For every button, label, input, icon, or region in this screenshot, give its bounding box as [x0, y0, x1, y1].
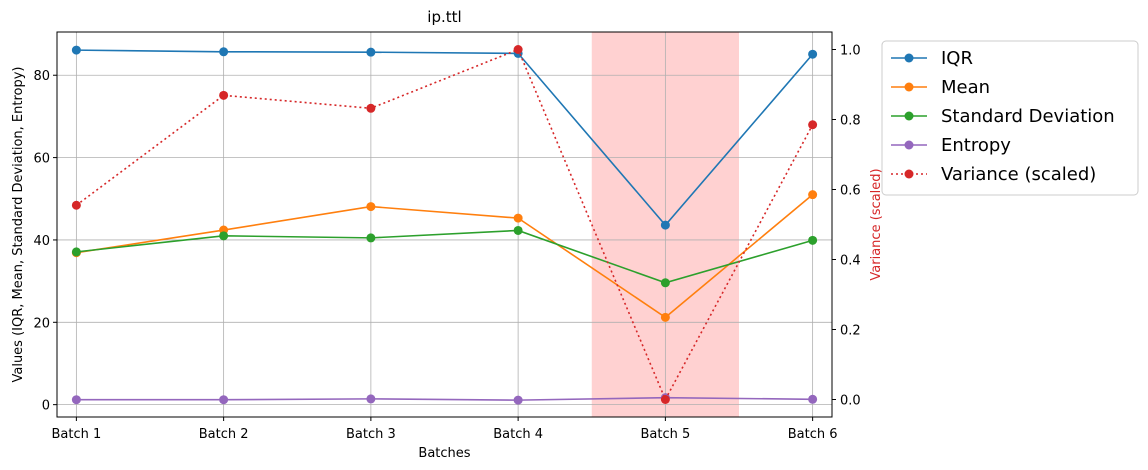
x-axis-label: Batches [418, 446, 470, 461]
data-point-mean [808, 190, 818, 200]
x-tick-label: Batch 3 [346, 427, 396, 442]
x-tick-label: Batch 2 [199, 427, 249, 442]
data-point-standard-deviation [808, 235, 818, 245]
chart-title: ip.ttl [427, 8, 461, 26]
data-point-entropy [808, 394, 818, 404]
legend-marker-iqr [904, 53, 914, 63]
legend-label-iqr: IQR [941, 48, 973, 69]
data-point-entropy [513, 395, 523, 405]
y-tick-label-left: 40 [33, 234, 50, 249]
y-tick-label-left: 80 [33, 69, 50, 84]
legend: IQR Mean Standard Deviation Entropy Variance… [881, 40, 1139, 196]
data-point-iqr [71, 45, 81, 55]
legend-marker-mean [904, 82, 914, 92]
legend-marker-standard-deviation [904, 111, 914, 121]
data-point-standard-deviation [366, 233, 376, 243]
series-line-iqr [76, 49, 814, 227]
y-axis-label-left: Values (IQR, Mean, Standard Deviation, E… [11, 66, 26, 382]
series-line-entropy [76, 396, 813, 401]
data-point-entropy [71, 395, 81, 405]
y-tick-label-left: 20 [33, 316, 50, 331]
y-tick-label-left: 0 [42, 399, 50, 414]
y-tick-label-right: 0.6 [840, 184, 861, 199]
legend-label-variance-scaled: Variance (scaled) [941, 164, 1096, 185]
data-point-iqr [366, 47, 376, 57]
data-point-standard-deviation [219, 231, 229, 241]
data-point-standard-deviation [71, 247, 81, 257]
data-point-entropy [219, 395, 229, 405]
x-tick-label: Batch 1 [51, 427, 101, 442]
plot-frame [56, 31, 833, 418]
data-point-iqr [808, 49, 818, 59]
legend-box [881, 40, 1139, 196]
y-tick-label-right: 0.0 [840, 394, 861, 409]
x-tick-label: Batch 6 [788, 427, 838, 442]
y-tick-label-right: 0.8 [840, 114, 861, 129]
legend-marker-entropy [904, 140, 914, 150]
y-axis-label-right: Variance (scaled) [869, 168, 884, 280]
x-tick-label: Batch 5 [640, 427, 690, 442]
y-tick-label-right: 1.0 [840, 44, 861, 59]
series-line-standard-deviation [76, 229, 813, 284]
y-tick-label-right: 0.2 [840, 324, 861, 339]
data-point-variance-scaled [513, 45, 523, 54]
x-tick-label: Batch 4 [493, 427, 543, 442]
data-point-standard-deviation [660, 278, 670, 288]
data-point-variance-scaled [71, 200, 81, 210]
legend-label-standard-deviation: Standard Deviation [941, 106, 1115, 127]
legend-label-mean: Mean [941, 77, 990, 98]
legend-marker-variance-scaled [904, 169, 914, 179]
data-point-iqr [660, 220, 670, 230]
data-point-variance-scaled [366, 103, 376, 113]
axes: Batch 1 Batch 2 Batch 3 Batch 4 Batch 5 Batch… [33, 44, 860, 443]
data-point-entropy [366, 394, 376, 404]
data-point-iqr [219, 47, 229, 57]
series-layer [71, 45, 818, 405]
data-point-variance-scaled [219, 90, 229, 100]
data-point-mean [513, 213, 523, 223]
data-point-standard-deviation [513, 225, 523, 235]
y-tick-label-left: 60 [33, 152, 50, 167]
data-point-variance-scaled [660, 395, 670, 404]
series-line-variance-scaled [75, 48, 814, 402]
data-point-mean [366, 202, 376, 212]
data-point-variance-scaled [808, 120, 818, 130]
y-tick-label-right: 0.4 [840, 254, 861, 269]
data-point-mean [660, 312, 670, 322]
legend-label-entropy: Entropy [941, 135, 1011, 156]
series-line-mean [76, 194, 814, 319]
